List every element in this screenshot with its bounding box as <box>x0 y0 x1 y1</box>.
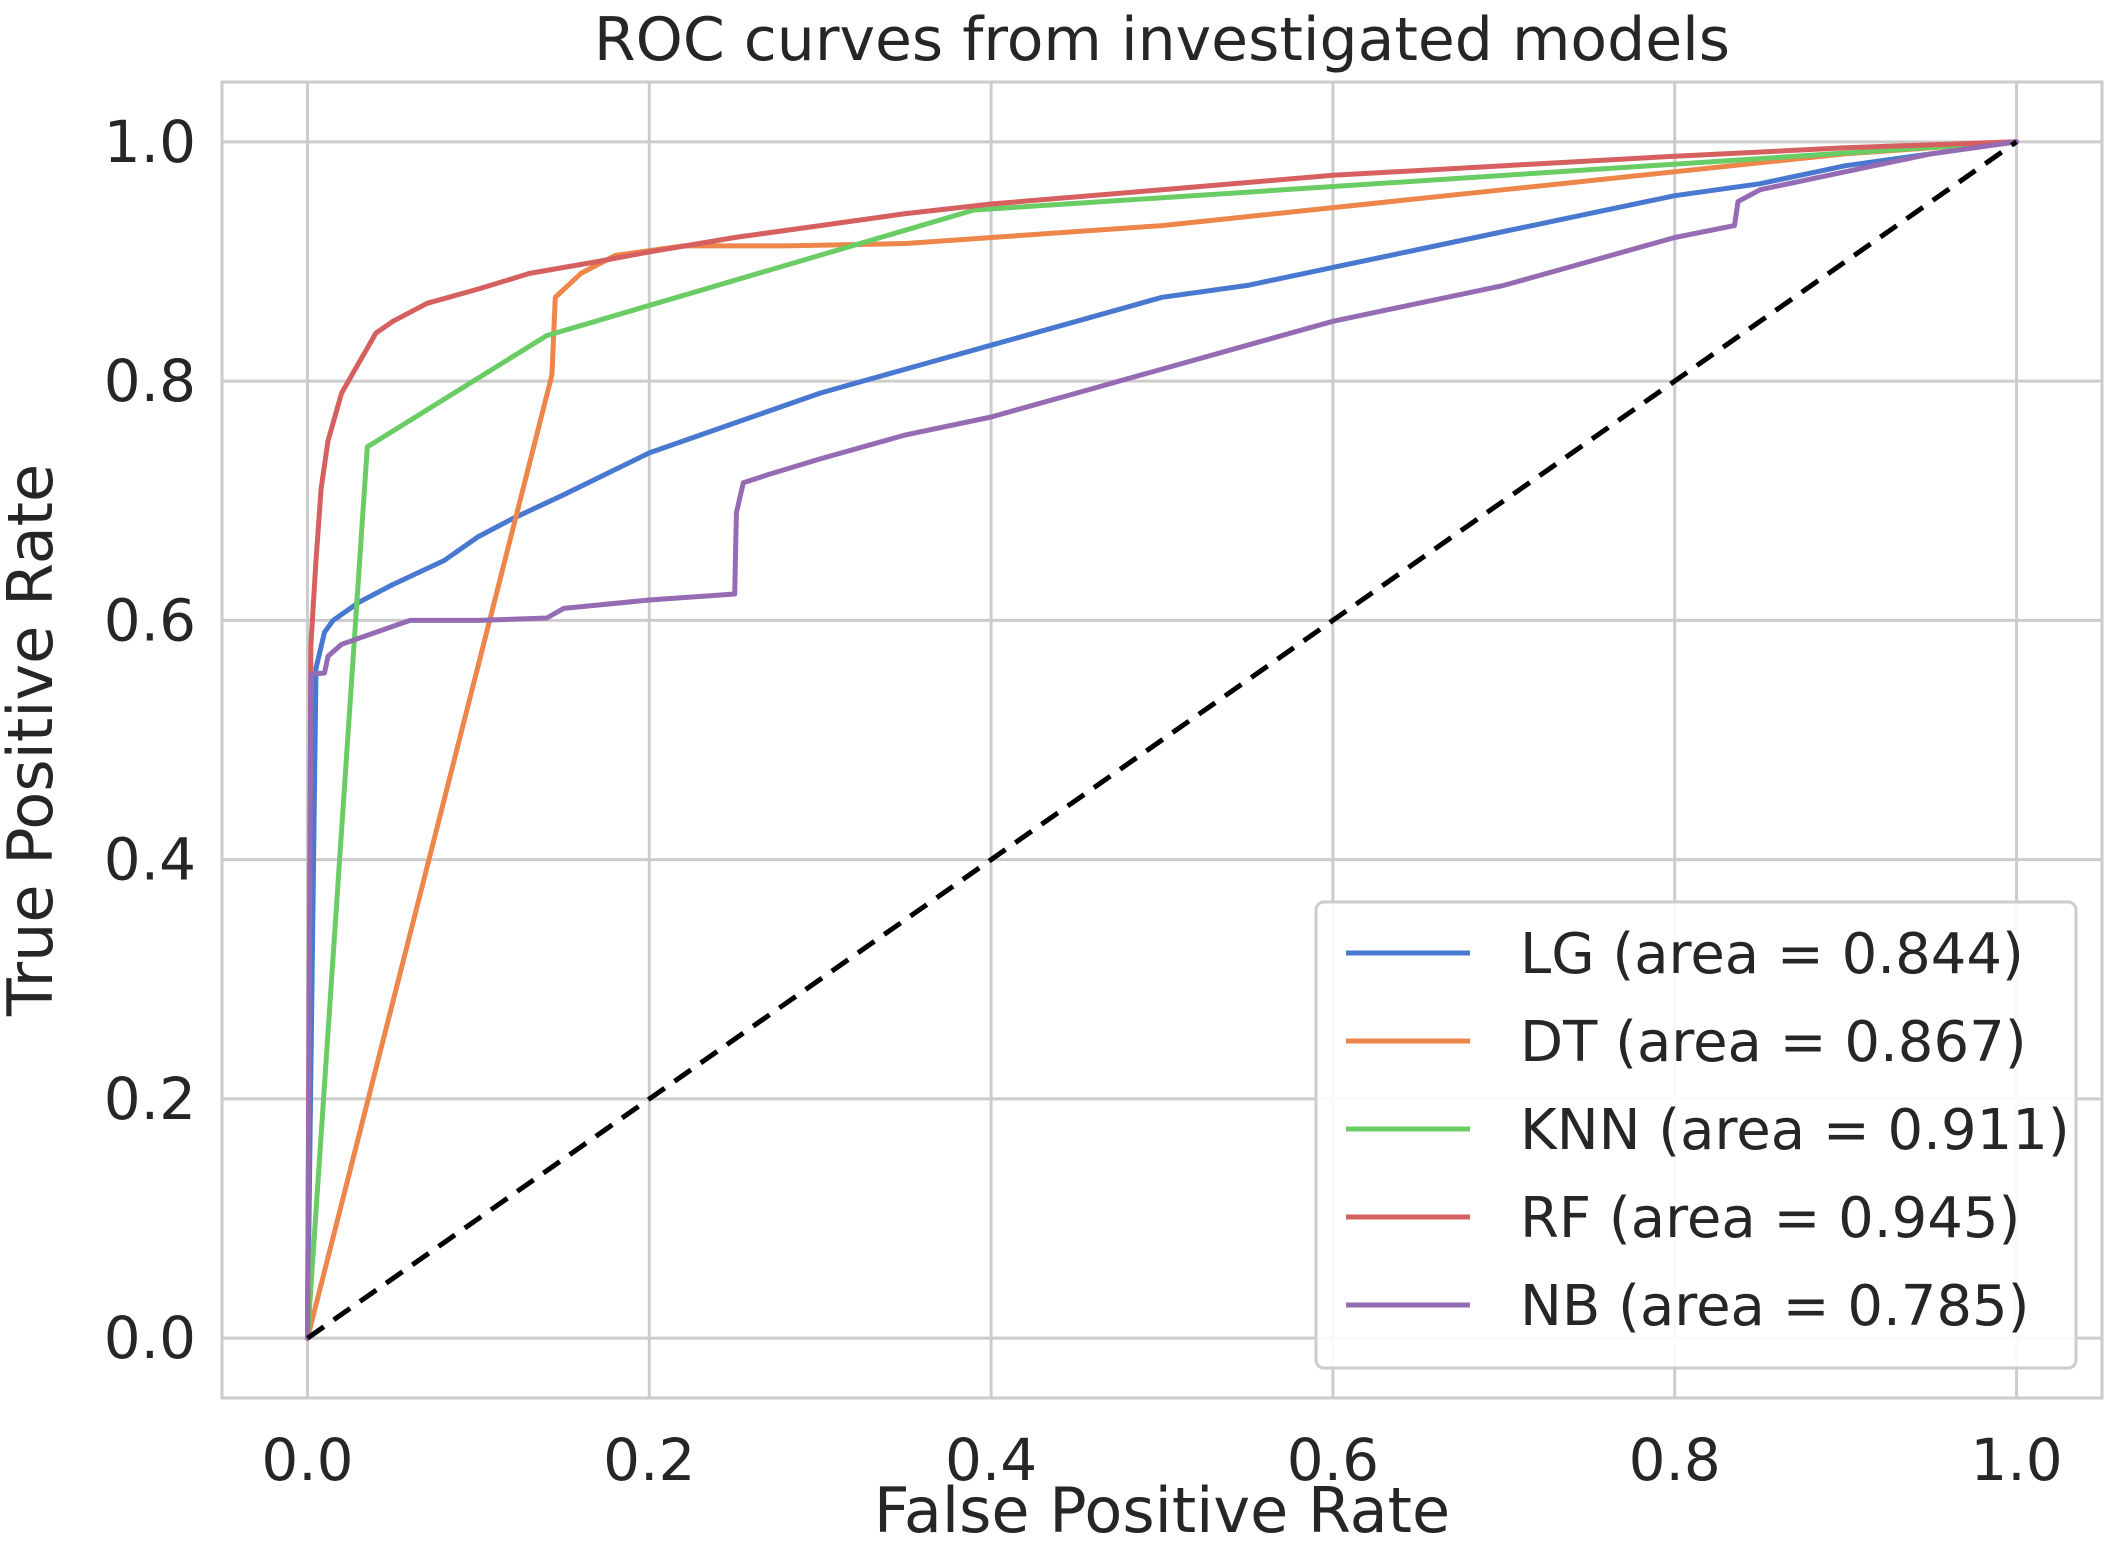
y-tick-label: 1.0 <box>104 108 196 176</box>
x-tick-label: 1.0 <box>1970 1426 2062 1494</box>
legend-label: RF (area = 0.945) <box>1520 1186 2020 1251</box>
x-axis-label: False Positive Rate <box>874 1474 1450 1547</box>
legend-label: LG (area = 0.844) <box>1520 922 2024 987</box>
x-tick-label: 0.2 <box>603 1426 695 1494</box>
legend-label: NB (area = 0.785) <box>1520 1274 2030 1339</box>
plot-frame <box>220 80 2104 1400</box>
y-tick-label: 0.8 <box>104 347 196 415</box>
legend-label: KNN (area = 0.911) <box>1520 1098 2070 1163</box>
roc-curve-rf <box>305 139 2019 1341</box>
roc-curves <box>305 139 2019 1341</box>
roc-curve-nb <box>305 139 2019 1341</box>
y-axis-label: True Positive Rate <box>0 464 67 1017</box>
x-tick-label: 0.8 <box>1629 1426 1721 1494</box>
chart-title: ROC curves from investigated models <box>594 5 1730 75</box>
legend-label: DT (area = 0.867) <box>1520 1010 2027 1075</box>
y-tick-label: 0.2 <box>104 1065 196 1133</box>
y-tick-label: 0.4 <box>104 826 196 894</box>
x-tick-label: 0.6 <box>1287 1426 1379 1494</box>
y-tick-label: 0.0 <box>104 1304 196 1372</box>
y-tick-labels: 0.0 0.2 0.4 0.6 0.8 1.0 <box>104 108 196 1372</box>
y-tick-label: 0.6 <box>104 586 196 654</box>
roc-curve-knn <box>305 139 2019 1341</box>
x-tick-labels: 0.0 0.2 0.4 0.6 0.8 1.0 <box>261 1426 2062 1494</box>
legend: LG (area = 0.844) DT (area = 0.867) KNN (a… <box>1314 900 2078 1370</box>
x-tick-label: 0.0 <box>261 1426 353 1494</box>
x-tick-label: 0.4 <box>945 1426 1037 1494</box>
roc-curve-dt <box>305 139 2019 1341</box>
chance-diagonal-line <box>306 139 2018 1341</box>
grid-lines <box>222 82 2102 1398</box>
legend-box <box>1314 900 2078 1370</box>
roc-curve-lg <box>305 139 2019 1341</box>
